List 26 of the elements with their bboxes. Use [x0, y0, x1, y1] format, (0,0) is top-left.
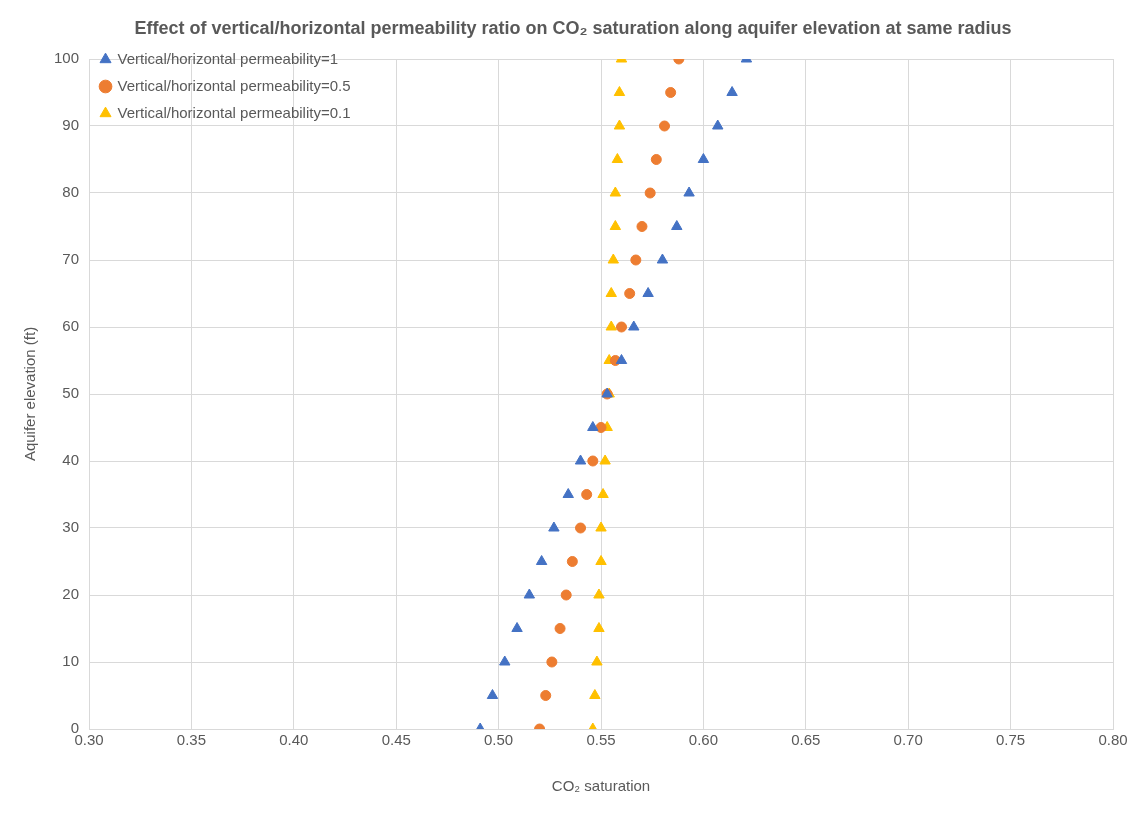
- x-tick-label: 0.55: [586, 731, 616, 749]
- y-tick-label: 60: [62, 317, 80, 335]
- x-axis-title: CO₂ saturation: [551, 777, 651, 795]
- y-tick-label: 10: [62, 652, 80, 670]
- x-tick-label: 0.75: [996, 731, 1026, 749]
- y-tick-label: 30: [62, 518, 80, 536]
- chart-title: Effect of vertical/horizontal permeability ratio on CO₂ saturation along aquifer elevation at same radius: [133, 17, 1013, 40]
- x-tick-label: 0.70: [893, 731, 923, 749]
- x-tick-label: 0.50: [484, 731, 514, 749]
- y-tick-label: 50: [62, 384, 80, 402]
- legend-label: Vertical/horizontal permeability=1: [117, 49, 339, 67]
- x-tick-label: 0.65: [791, 731, 821, 749]
- x-tick-label: 0.60: [688, 731, 719, 749]
- y-axis-title: Aquifer elevation (ft): [21, 326, 39, 462]
- y-tick-label: 80: [62, 183, 80, 201]
- x-tick-label: 0.40: [279, 731, 309, 749]
- x-tick-label: 0.45: [381, 731, 411, 749]
- y-tick-label: 90: [62, 116, 80, 134]
- y-tick-label: 70: [62, 250, 80, 268]
- y-tick-label: 100: [54, 49, 80, 67]
- legend-label: Vertical/horizontal permeability=0.1: [117, 103, 351, 121]
- y-tick-label: 40: [62, 451, 80, 469]
- x-tick-label: 0.80: [1098, 731, 1128, 749]
- y-tick-label: 20: [62, 585, 80, 603]
- x-tick-label: 0.35: [176, 731, 207, 749]
- legend-label: Vertical/horizontal permeability=0.5: [117, 76, 351, 94]
